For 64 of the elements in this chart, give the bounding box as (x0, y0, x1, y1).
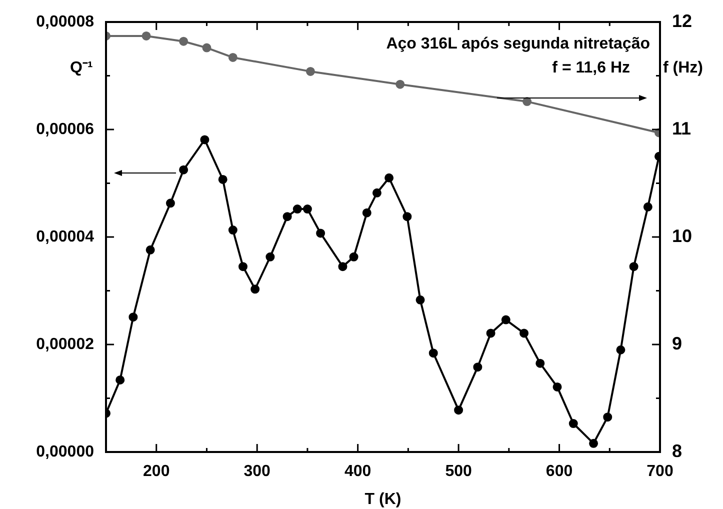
point (486, 328, 496, 338)
point (266, 252, 275, 262)
point (250, 284, 260, 294)
point (536, 358, 545, 368)
point (629, 262, 638, 272)
y2-tick-label: 8 (672, 440, 682, 461)
point (128, 312, 138, 322)
point (238, 262, 248, 272)
point (520, 328, 529, 338)
point (522, 97, 532, 106)
point (568, 419, 578, 428)
y2-axis-title: f (Hz) (663, 59, 703, 76)
point (228, 226, 238, 235)
point (166, 198, 175, 208)
y2-tick-label: 11 (672, 118, 692, 138)
point (616, 345, 626, 354)
y-tick-label: 0,00008 (36, 13, 94, 30)
point (454, 406, 464, 415)
point (362, 208, 372, 218)
point (396, 80, 405, 89)
point (292, 204, 302, 214)
x-tick-label: 300 (244, 463, 271, 480)
x-tick-label: 600 (546, 463, 573, 480)
point (282, 212, 292, 222)
y-tick-label: 0,00000 (36, 443, 94, 460)
point (603, 412, 612, 422)
point (200, 135, 210, 144)
point (142, 31, 151, 40)
y-axis-title: Q⁻¹ (70, 59, 93, 76)
point (179, 165, 188, 174)
y-tick-label: 0,00006 (36, 120, 94, 138)
x-tick-label: 700 (646, 463, 674, 480)
x-tick-label: 500 (445, 463, 472, 480)
y-tick-label: 0,00004 (36, 228, 94, 246)
y2-tick-label: 10 (672, 226, 692, 246)
annotation: Aço 316L após segunda nitretação (386, 35, 650, 52)
point (316, 228, 326, 238)
y-tick-label: 0,00002 (36, 336, 94, 353)
x-axis-title: T (K) (364, 490, 402, 508)
y2-tick-label: 9 (672, 333, 682, 354)
point (116, 375, 125, 384)
point (589, 438, 598, 448)
x-tick-label: 400 (344, 463, 372, 480)
point (146, 245, 155, 254)
point (416, 295, 425, 304)
point (218, 174, 228, 184)
x-tick-label: 200 (143, 463, 170, 480)
point (306, 66, 315, 76)
point (228, 52, 238, 62)
y2-tick-label: 12 (672, 10, 692, 31)
point (202, 43, 212, 52)
point (402, 212, 412, 222)
point (302, 204, 312, 214)
annotation: f = 11,6 Hz (552, 59, 630, 76)
point (349, 252, 358, 262)
point (428, 348, 438, 358)
point (643, 202, 652, 212)
point (179, 36, 188, 46)
point (338, 262, 348, 272)
point (372, 188, 382, 198)
point (473, 362, 482, 372)
point (384, 173, 394, 182)
point (501, 315, 510, 324)
point (552, 382, 562, 392)
